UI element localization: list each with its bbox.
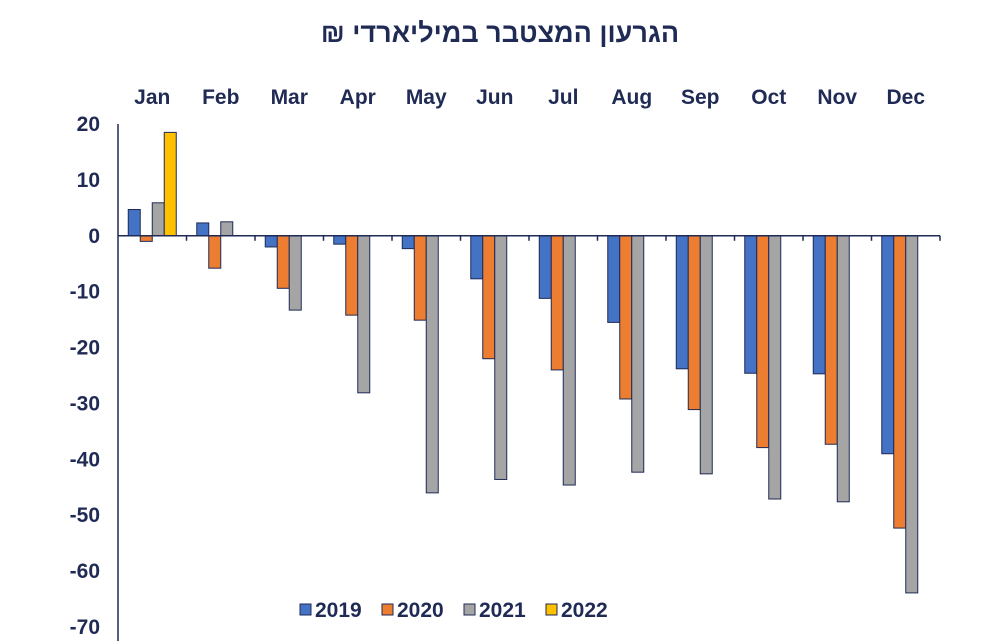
bar-2019-mar [264,235,278,248]
bar-2020-jan [139,235,153,242]
month-label: Jun [476,86,513,109]
bar-2022-jan [163,131,177,237]
bar-2021-jun [494,235,508,480]
y-tick-label: 10 [77,169,100,192]
bar-2021-may [425,235,439,494]
bar-2020-jun [482,235,496,360]
y-axis-ticks: 20 10 0 -10 -20 -30 -40 -50 -60 -70 [70,113,100,639]
legend-label-2021: 2021 [479,599,526,622]
bar-2020-dec [893,235,907,529]
bar-2021-jul [562,235,576,486]
bar-2021-sep [699,235,713,475]
legend-swatch-2019 [299,603,312,616]
bar-2021-nov [836,235,850,503]
legend-label-2022: 2022 [561,599,608,622]
bar-2019-jul [538,235,552,299]
bars [127,131,919,594]
month-label: Aug [611,86,652,109]
bar-2020-sep [687,235,701,411]
month-label: Mar [271,86,308,109]
y-tick-label: -50 [70,504,100,527]
y-tick-label: -20 [70,337,100,360]
bar-2019-jan [127,209,141,237]
bar-2021-feb [220,221,234,237]
y-tick-label: -40 [70,448,100,471]
month-label: Jan [134,86,170,109]
legend: 2019 2020 2021 2022 [299,599,608,622]
bar-2020-mar [276,235,290,289]
month-label: Oct [751,86,786,109]
chart-title: הגרעון המצטבר במיליארדי ₪ [320,18,680,48]
bar-2020-apr [345,235,359,316]
y-tick-label: 20 [77,113,100,136]
month-label: May [406,86,447,109]
legend-swatch-2022 [545,603,558,616]
month-label: Dec [886,86,925,109]
bar-2021-jan [151,202,165,237]
bar-2021-aug [631,235,645,473]
bar-2019-jun [470,235,484,280]
legend-swatch-2020 [381,603,394,616]
month-label: Nov [817,86,857,109]
bar-2020-aug [619,235,633,400]
month-label: Feb [202,86,239,109]
bar-2019-aug [607,235,621,323]
y-tick-label: -10 [70,281,100,304]
bar-2019-apr [333,235,347,245]
legend-swatch-2021 [463,603,476,616]
x-axis-tickmarks [185,235,941,241]
month-label: Apr [340,86,376,109]
bar-2021-apr [357,235,371,394]
bar-2019-may [401,235,415,250]
bar-2019-oct [744,235,758,374]
bar-2020-may [413,235,427,321]
bar-2019-feb [196,222,210,237]
bar-2020-oct [756,235,770,449]
bar-2019-nov [812,235,826,375]
month-label: Jul [548,86,578,109]
bar-2020-feb [208,235,222,269]
legend-label-2019: 2019 [315,599,362,622]
x-axis-labels: Jan Feb Mar Apr May Jun Jul Aug Sep Oct Nov Dec [134,86,925,109]
bar-2019-sep [675,235,689,370]
y-tick-label: -60 [70,560,100,583]
y-tick-label: 0 [88,225,100,248]
month-label: Sep [681,86,720,109]
bar-2019-dec [881,235,895,455]
bar-2020-nov [824,235,838,445]
bar-2021-oct [768,235,782,500]
legend-label-2020: 2020 [397,599,444,622]
bar-2020-jul [550,235,564,371]
y-tick-label: -70 [70,616,100,639]
bar-2021-mar [288,235,302,311]
y-tick-label: -30 [70,392,100,415]
bar-2021-dec [905,235,919,594]
